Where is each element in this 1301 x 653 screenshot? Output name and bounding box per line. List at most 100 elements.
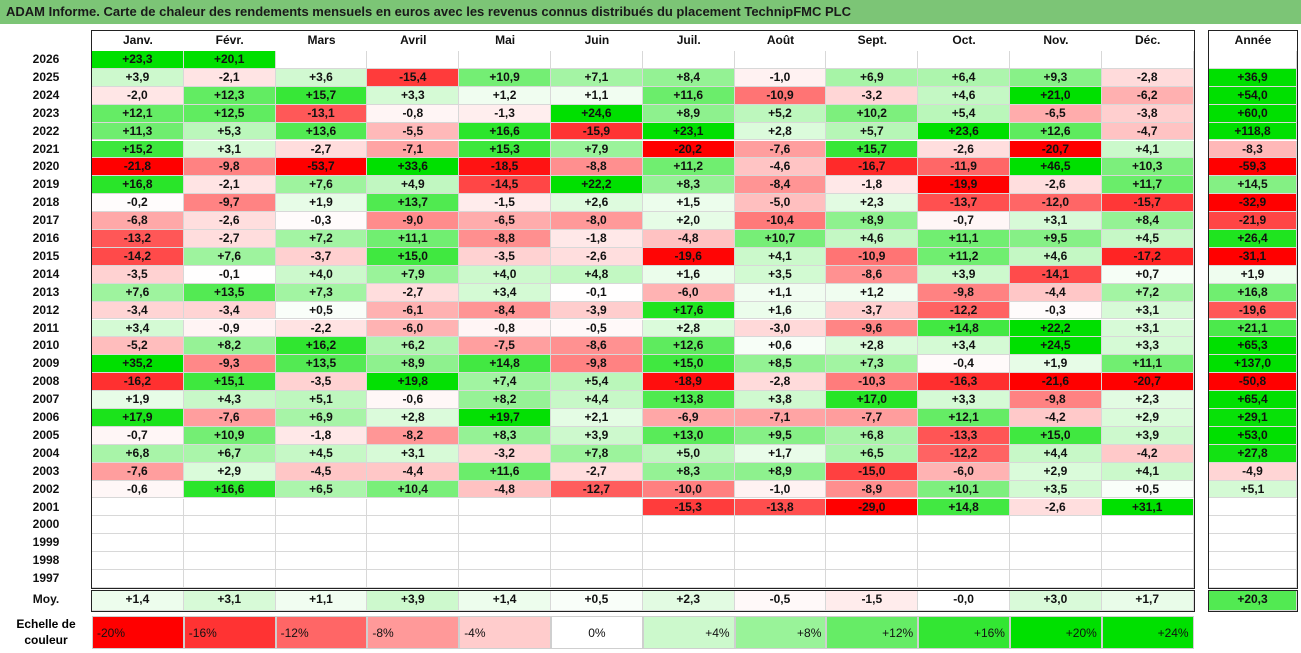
heatmap-cell: +17,0: [826, 391, 919, 409]
heatmap-cell: +3,8: [734, 391, 827, 409]
heatmap-cell: -9,8: [551, 355, 643, 374]
heatmap-cell: +4,8: [551, 265, 643, 284]
heatmap-cell: -0,9: [183, 319, 276, 338]
heatmap-cell: -6,1: [367, 301, 460, 320]
heatmap-cell: -14,5: [459, 176, 551, 195]
annual-cell: +29,1: [1209, 409, 1297, 427]
heatmap-cell: -20,7: [1101, 373, 1194, 392]
heatmap-cell: -8,6: [551, 337, 643, 356]
year-label: 1997: [32, 571, 60, 586]
heatmap-cell: [459, 570, 551, 588]
heatmap-cell: -8,4: [459, 301, 551, 320]
heatmap-cell: +8,9: [826, 212, 919, 230]
heatmap-cell: -10,0: [642, 480, 735, 499]
heatmap-cell: -3,9: [551, 301, 643, 320]
average-cell: +3,0: [1010, 591, 1102, 611]
heatmap-cell: +13,6: [275, 122, 368, 141]
heatmap-cell: +11,6: [642, 86, 735, 105]
legend-label-line2: couleur: [24, 633, 68, 647]
heatmap-cell: +6,2: [367, 337, 460, 356]
heatmap-cell: -9,8: [1010, 391, 1102, 409]
heatmap-cell: -3,5: [92, 265, 184, 284]
heatmap-cell: [1101, 552, 1194, 571]
heatmap-cell: +35,2: [92, 355, 184, 374]
heatmap-cell: +5,0: [642, 444, 735, 463]
legend-step: +8%: [734, 616, 827, 649]
heatmap-cell: [826, 51, 919, 69]
heatmap-cell: -7,5: [459, 337, 551, 356]
heatmap-cell: -6,0: [642, 283, 735, 302]
average-annual-cell: +20,3: [1209, 591, 1297, 611]
heatmap-cell: +1,1: [551, 86, 643, 105]
heatmap-cell: +3,1: [183, 140, 276, 159]
heatmap-cell: +3,9: [1101, 426, 1194, 445]
heatmap-cell: -29,0: [826, 498, 919, 517]
heatmap-cell: +2,9: [1010, 462, 1102, 481]
heatmap-cell: +5,7: [826, 122, 919, 141]
average-cell: -1,5: [826, 591, 919, 611]
year-label: 2007: [32, 392, 60, 407]
heatmap-cell: [459, 516, 551, 535]
heatmap-cell: [183, 570, 276, 588]
heatmap-cell: -2,6: [918, 140, 1010, 159]
heatmap-cell: +12,1: [918, 409, 1010, 427]
heatmap-cell: -0,7: [92, 426, 184, 445]
heatmap-cell: [734, 534, 827, 553]
heatmap-cell: -0,3: [275, 212, 368, 230]
heatmap-cell: [826, 516, 919, 535]
annual-cell: +21,1: [1209, 319, 1297, 338]
legend-step: -12%: [275, 616, 368, 649]
year-label: 2019: [32, 177, 60, 192]
heatmap-cell: [1010, 516, 1102, 535]
heatmap-cell: +24,5: [1010, 337, 1102, 356]
annual-cell: -4,9: [1209, 462, 1297, 481]
heatmap-cell: +23,3: [92, 51, 184, 69]
heatmap-cell: -0,1: [183, 265, 276, 284]
heatmap-cell: -4,6: [734, 158, 827, 177]
year-label: 2004: [32, 445, 60, 460]
heatmap-cell: -8,6: [826, 265, 919, 284]
heatmap-cell: -15,3: [642, 498, 735, 517]
annual-cell: -19,6: [1209, 301, 1297, 320]
heatmap-cell: +11,1: [918, 230, 1010, 248]
heatmap-cell: +7,4: [459, 373, 551, 392]
year-label: 2026: [32, 52, 60, 66]
heatmap-cell: -1,0: [734, 68, 827, 87]
heatmap-cell: +7,2: [1101, 283, 1194, 302]
heatmap-cell: -7,7: [826, 409, 919, 427]
heatmap-cell: +10,4: [367, 480, 460, 499]
heatmap-cell: -4,8: [459, 480, 551, 499]
heatmap-cell: +4,0: [275, 265, 368, 284]
annual-cell: +27,8: [1209, 444, 1297, 463]
heatmap-cell: +10,9: [183, 426, 276, 445]
heatmap-cell: +1,5: [642, 194, 735, 213]
year-label: 2008: [32, 374, 60, 389]
heatmap-cell: -7,1: [734, 409, 827, 427]
heatmap-cell: +4,6: [826, 230, 919, 248]
heatmap-cell: +15,0: [1010, 426, 1102, 445]
heatmap-cell: -2,7: [367, 283, 460, 302]
heatmap-cell: -8,4: [734, 176, 827, 195]
month-header: Oct.: [952, 33, 976, 47]
heatmap-cell: [551, 498, 643, 517]
month-header: Juil.: [676, 33, 701, 47]
heatmap-cell: +7,1: [551, 68, 643, 87]
heatmap-cell: -2,1: [183, 68, 276, 87]
legend-step: +12%: [826, 616, 919, 649]
legend-label: Echelle de couleur: [0, 614, 92, 650]
heatmap-cell: -3,5: [459, 247, 551, 266]
heatmap-cell: +8,5: [734, 355, 827, 374]
heatmap-cell: [459, 51, 551, 69]
heatmap-cell: [918, 570, 1010, 588]
average-cell: -0,0: [918, 591, 1010, 611]
heatmap-cell: -15,7: [1101, 194, 1194, 213]
heatmap-cell: [92, 534, 184, 553]
heatmap-cell: +4,0: [459, 265, 551, 284]
heatmap-cell: +9,5: [1010, 230, 1102, 248]
heatmap-cell: -13,2: [92, 230, 184, 248]
heatmap-cell: +19,8: [367, 373, 460, 392]
heatmap-cell: +31,1: [1101, 498, 1194, 517]
heatmap-cell: [918, 51, 1010, 69]
heatmap-cell: +6,9: [275, 409, 368, 427]
heatmap-cell: +2,8: [826, 337, 919, 356]
